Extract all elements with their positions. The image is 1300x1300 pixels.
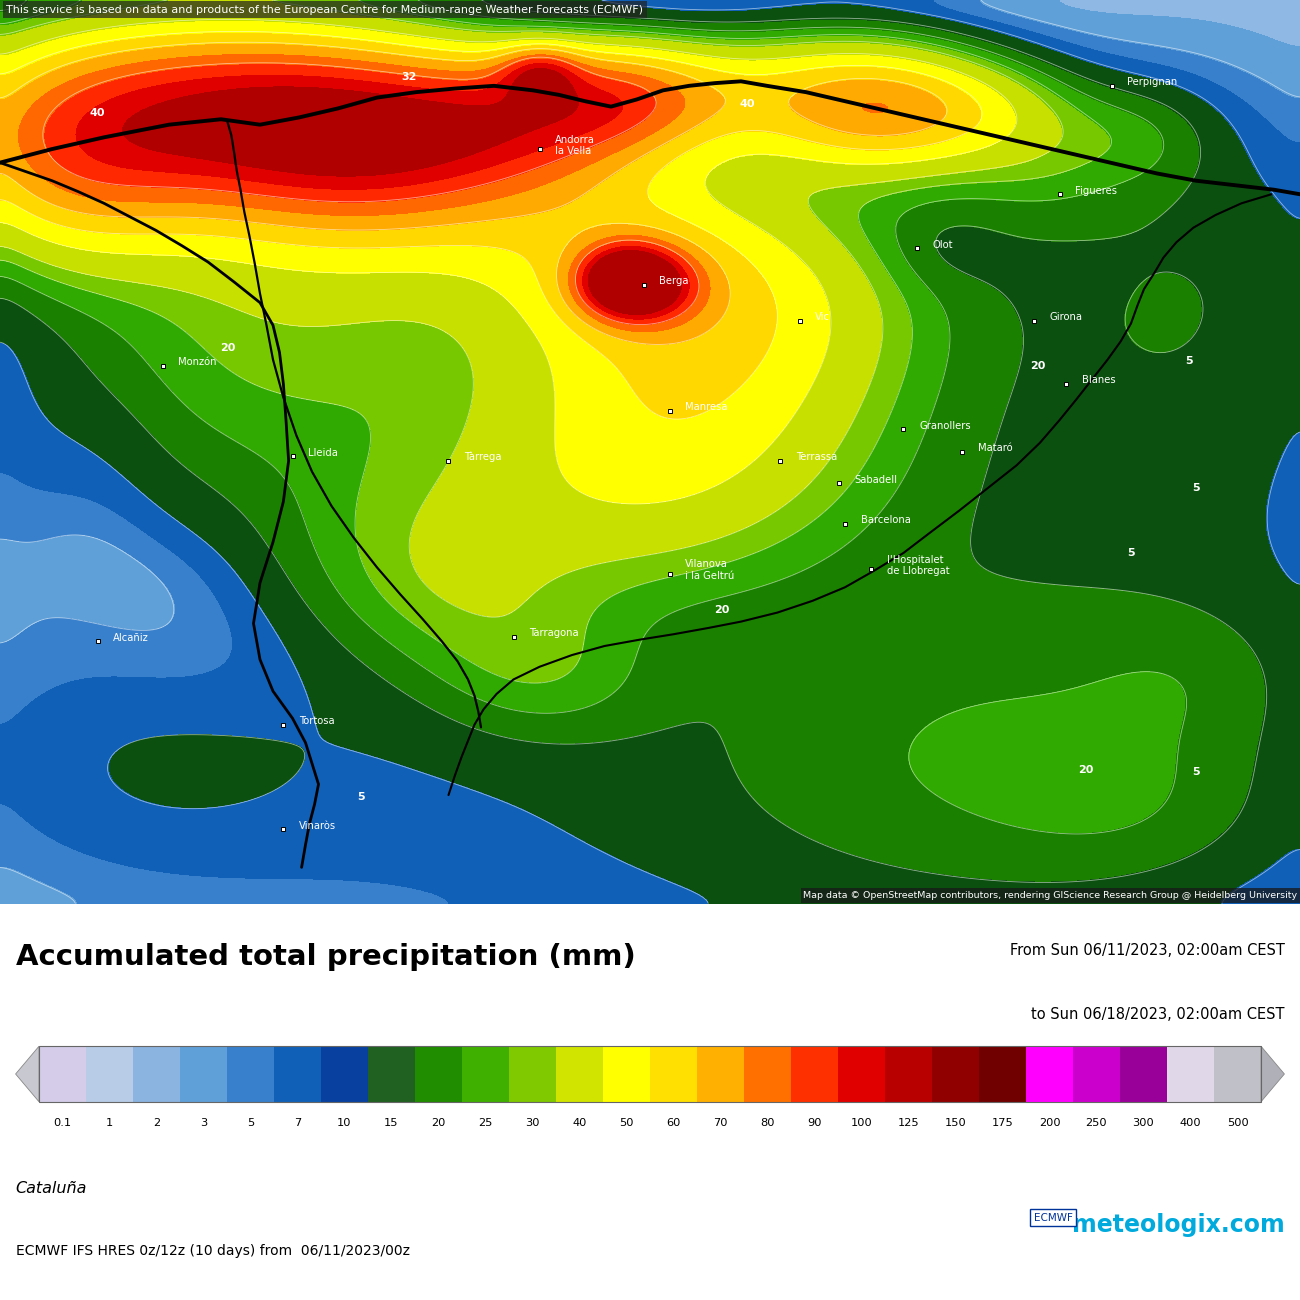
Text: Andorra
la Vella: Andorra la Vella xyxy=(555,135,595,156)
Text: From Sun 06/11/2023, 02:00am CEST: From Sun 06/11/2023, 02:00am CEST xyxy=(1010,944,1284,958)
Bar xyxy=(1026,1046,1072,1102)
Text: Barcelona: Barcelona xyxy=(861,515,910,525)
Text: 100: 100 xyxy=(850,1118,872,1127)
Text: 25: 25 xyxy=(478,1118,493,1127)
Text: Vic: Vic xyxy=(815,312,831,322)
Text: 400: 400 xyxy=(1179,1118,1201,1127)
Text: ECMWF: ECMWF xyxy=(1034,1213,1072,1223)
Text: 40: 40 xyxy=(90,108,105,118)
Text: Figueres: Figueres xyxy=(1075,186,1117,195)
Bar xyxy=(86,1046,133,1102)
Text: 5: 5 xyxy=(1192,767,1200,777)
Text: 5: 5 xyxy=(358,792,365,802)
Text: l'Hospitalet
de Llobregat: l'Hospitalet de Llobregat xyxy=(887,555,949,576)
Text: Olot: Olot xyxy=(932,239,953,250)
Text: 20: 20 xyxy=(1030,361,1045,370)
Bar xyxy=(510,1046,556,1102)
Text: Vilanova
i la Geltrú: Vilanova i la Geltrú xyxy=(685,559,734,581)
Bar xyxy=(650,1046,697,1102)
Text: 175: 175 xyxy=(992,1118,1014,1127)
Bar xyxy=(556,1046,603,1102)
Text: 250: 250 xyxy=(1086,1118,1108,1127)
Text: meteologix.com: meteologix.com xyxy=(1071,1213,1284,1236)
Text: 40: 40 xyxy=(740,99,755,109)
Text: 20: 20 xyxy=(432,1118,446,1127)
Bar xyxy=(179,1046,227,1102)
Text: Tarragona: Tarragona xyxy=(529,628,578,638)
Text: 5: 5 xyxy=(1127,547,1135,558)
Text: Girona: Girona xyxy=(1049,312,1082,322)
Text: Vinaròs: Vinaròs xyxy=(299,820,337,831)
Text: Monzón: Monzón xyxy=(178,358,217,368)
Text: Tàrrega: Tàrrega xyxy=(464,452,502,463)
Polygon shape xyxy=(1261,1046,1284,1102)
Bar xyxy=(790,1046,838,1102)
Text: Tortosa: Tortosa xyxy=(299,716,334,725)
Text: 90: 90 xyxy=(807,1118,822,1127)
Bar xyxy=(697,1046,744,1102)
Text: 1: 1 xyxy=(105,1118,113,1127)
Text: 5: 5 xyxy=(1192,482,1200,493)
Bar xyxy=(1167,1046,1214,1102)
Bar xyxy=(39,1046,86,1102)
Bar xyxy=(227,1046,274,1102)
Text: Lleida: Lleida xyxy=(308,447,338,458)
Bar xyxy=(1072,1046,1121,1102)
Bar xyxy=(462,1046,510,1102)
Bar xyxy=(603,1046,650,1102)
Text: 15: 15 xyxy=(385,1118,399,1127)
Text: 50: 50 xyxy=(619,1118,634,1127)
Text: 80: 80 xyxy=(760,1118,775,1127)
Text: Mataró: Mataró xyxy=(978,443,1013,454)
Polygon shape xyxy=(16,1046,39,1102)
Bar xyxy=(979,1046,1026,1102)
Text: 40: 40 xyxy=(572,1118,586,1127)
Bar xyxy=(321,1046,368,1102)
Bar xyxy=(885,1046,932,1102)
Text: 125: 125 xyxy=(898,1118,919,1127)
Bar xyxy=(274,1046,321,1102)
Text: 30: 30 xyxy=(525,1118,540,1127)
Text: 3: 3 xyxy=(200,1118,207,1127)
Text: Alcañiz: Alcañiz xyxy=(113,633,148,644)
Text: 500: 500 xyxy=(1227,1118,1248,1127)
Text: 0.1: 0.1 xyxy=(53,1118,72,1127)
Text: ECMWF IFS HRES 0z/12z (10 days) from  06/11/2023/00z: ECMWF IFS HRES 0z/12z (10 days) from 06/… xyxy=(16,1244,410,1258)
Text: 10: 10 xyxy=(337,1118,352,1127)
Text: 200: 200 xyxy=(1039,1118,1061,1127)
Bar xyxy=(368,1046,415,1102)
Text: Berga: Berga xyxy=(659,276,689,286)
Text: Terrassa: Terrassa xyxy=(796,452,837,463)
Text: 2: 2 xyxy=(153,1118,160,1127)
Bar xyxy=(932,1046,979,1102)
Text: 32: 32 xyxy=(402,72,417,82)
Text: 60: 60 xyxy=(667,1118,681,1127)
Text: Blanes: Blanes xyxy=(1082,376,1115,385)
Text: 20: 20 xyxy=(1078,764,1093,775)
Text: Map data © OpenStreetMap contributors, rendering GIScience Research Group @ Heid: Map data © OpenStreetMap contributors, r… xyxy=(803,891,1297,900)
Text: 7: 7 xyxy=(294,1118,302,1127)
Text: Cataluña: Cataluña xyxy=(16,1180,87,1196)
Bar xyxy=(39,1046,1261,1102)
Bar xyxy=(415,1046,461,1102)
Text: to Sun 06/18/2023, 02:00am CEST: to Sun 06/18/2023, 02:00am CEST xyxy=(1031,1006,1284,1022)
Text: 5: 5 xyxy=(1186,356,1193,367)
Text: Perpignan: Perpignan xyxy=(1127,77,1178,87)
Text: Granollers: Granollers xyxy=(919,420,971,430)
Text: Sabadell: Sabadell xyxy=(854,474,897,485)
Text: 150: 150 xyxy=(945,1118,966,1127)
Text: Accumulated total precipitation (mm): Accumulated total precipitation (mm) xyxy=(16,944,636,971)
Bar xyxy=(838,1046,885,1102)
Bar xyxy=(133,1046,179,1102)
Text: 20: 20 xyxy=(220,343,235,352)
Text: 70: 70 xyxy=(714,1118,728,1127)
Text: This service is based on data and products of the European Centre for Medium-ran: This service is based on data and produc… xyxy=(6,4,644,14)
Text: Manresa: Manresa xyxy=(685,403,728,412)
Bar xyxy=(1121,1046,1167,1102)
Text: 20: 20 xyxy=(714,604,729,615)
Text: 5: 5 xyxy=(247,1118,254,1127)
Bar xyxy=(744,1046,790,1102)
Bar xyxy=(1214,1046,1261,1102)
Text: 300: 300 xyxy=(1132,1118,1154,1127)
